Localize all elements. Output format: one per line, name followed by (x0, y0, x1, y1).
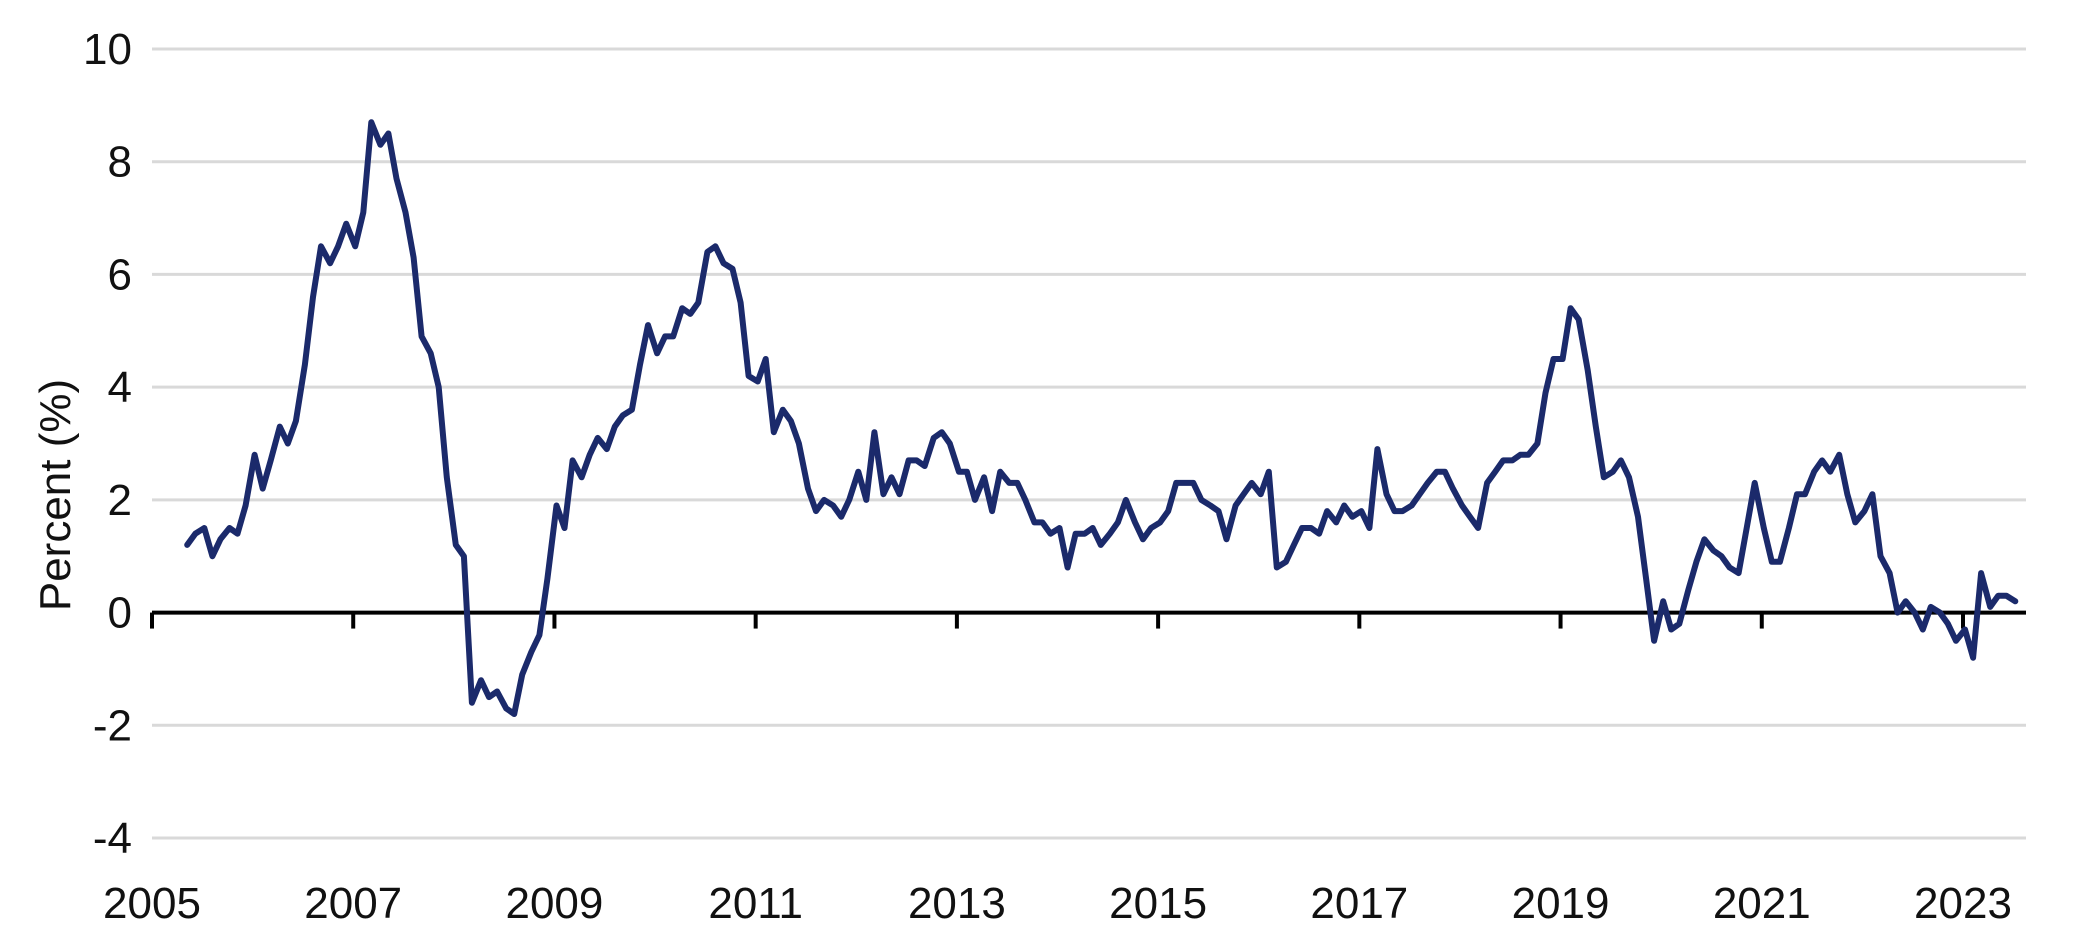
x-tick-label: 2011 (708, 879, 803, 928)
series (184, 119, 2019, 717)
y-tick-label: 0 (108, 589, 132, 638)
x-tick-label: 2017 (1310, 879, 1408, 928)
y-tick-label: 4 (108, 363, 132, 412)
y-tick-label: 6 (108, 250, 132, 299)
y-tick-labels: 10 8 6 4 2 0 -2 -4 (83, 25, 132, 863)
y-tick-label: -4 (93, 814, 132, 863)
zero-axis (150, 610, 2026, 629)
gridlines (152, 47, 2026, 840)
x-tick-label: 2021 (1713, 879, 1811, 928)
y-tick-label: 10 (83, 25, 132, 74)
x-tick-label: 2015 (1109, 879, 1207, 928)
y-tick-label: -2 (93, 701, 132, 750)
x-tick-label: 2019 (1512, 879, 1610, 928)
x-tick-label: 2009 (505, 879, 603, 928)
x-tick-labels: 2005 2007 2009 2011 2013 2015 2017 2019 2021 2023 (103, 879, 2012, 928)
y-axis-label: Percent (%) (31, 379, 80, 611)
y-tick-label: 2 (108, 476, 132, 525)
x-tick-label: 2005 (103, 879, 201, 928)
x-tick-label: 2013 (908, 879, 1006, 928)
y-tick-label: 8 (108, 138, 132, 187)
series-line (184, 119, 2019, 717)
x-tick-label: 2007 (304, 879, 402, 928)
x-tick-label: 2023 (1914, 879, 2012, 928)
